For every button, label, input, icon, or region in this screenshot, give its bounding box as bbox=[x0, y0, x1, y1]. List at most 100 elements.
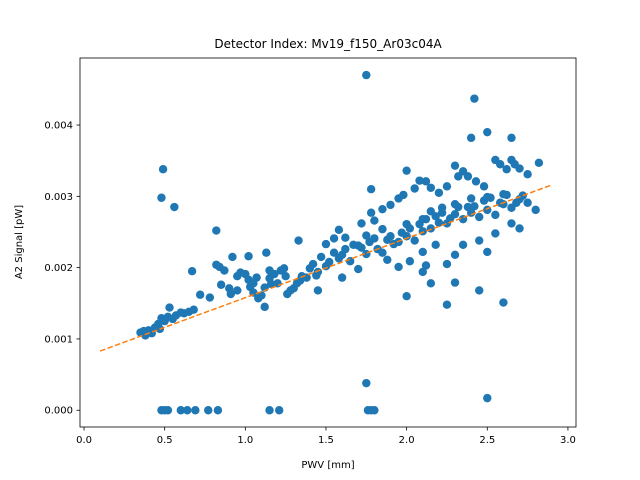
data-point bbox=[499, 199, 508, 209]
data-point bbox=[483, 393, 492, 403]
data-point bbox=[523, 170, 532, 179]
data-point bbox=[370, 406, 379, 415]
data-point bbox=[165, 303, 174, 312]
data-point bbox=[260, 302, 269, 312]
data-point bbox=[266, 279, 276, 289]
chart-title: Detector Index: Mv19_f150_Ar03c04A bbox=[214, 37, 442, 51]
data-point bbox=[421, 261, 431, 270]
data-point bbox=[244, 252, 253, 261]
data-point bbox=[279, 264, 289, 273]
data-point bbox=[362, 378, 371, 388]
data-point bbox=[475, 236, 484, 245]
data-point bbox=[450, 199, 460, 209]
y-tick-label: 0.000 bbox=[44, 406, 73, 417]
data-point bbox=[386, 200, 395, 210]
data-point bbox=[341, 244, 350, 254]
data-point bbox=[483, 192, 492, 202]
data-point bbox=[450, 161, 460, 170]
data-point bbox=[233, 286, 242, 295]
data-point bbox=[534, 158, 544, 168]
data-point bbox=[191, 406, 200, 415]
data-point bbox=[502, 165, 511, 174]
y-tick-label: 0.001 bbox=[44, 334, 73, 345]
data-point bbox=[434, 188, 444, 197]
data-point bbox=[475, 212, 484, 222]
data-point bbox=[163, 406, 173, 415]
data-point bbox=[249, 279, 258, 288]
data-point bbox=[394, 262, 403, 272]
data-point bbox=[418, 214, 427, 224]
data-point bbox=[450, 278, 460, 287]
fit-line-layer bbox=[99, 184, 553, 352]
data-point bbox=[437, 203, 447, 212]
data-point bbox=[518, 191, 527, 200]
data-point bbox=[357, 219, 366, 228]
data-point bbox=[458, 240, 468, 250]
data-point bbox=[523, 198, 532, 207]
data-point bbox=[216, 280, 226, 289]
data-point bbox=[421, 177, 431, 186]
data-point bbox=[257, 291, 266, 300]
data-point bbox=[357, 243, 366, 252]
data-point bbox=[366, 208, 376, 217]
data-point bbox=[228, 252, 237, 262]
data-point bbox=[402, 291, 411, 301]
x-tick-label: 0.0 bbox=[76, 435, 92, 446]
data-point bbox=[426, 207, 436, 216]
data-point bbox=[426, 224, 436, 233]
data-point bbox=[383, 255, 392, 264]
data-point bbox=[329, 234, 339, 243]
data-point bbox=[386, 232, 395, 241]
x-tick-label: 1.5 bbox=[318, 435, 334, 446]
data-point bbox=[157, 193, 166, 202]
data-point bbox=[362, 231, 371, 240]
data-point bbox=[450, 250, 460, 259]
plot-frame bbox=[79, 57, 577, 428]
x-axis: 0.0 0.5 1.0 1.5 2.0 2.5 3.0 bbox=[76, 427, 576, 446]
data-point bbox=[275, 406, 284, 415]
data-point bbox=[426, 279, 436, 288]
data-point bbox=[189, 305, 198, 314]
data-point bbox=[325, 257, 334, 267]
data-point bbox=[195, 290, 205, 299]
data-point bbox=[233, 271, 242, 281]
x-tick-label: 2.0 bbox=[399, 435, 415, 446]
data-point bbox=[515, 224, 524, 233]
data-point bbox=[313, 286, 323, 295]
data-point bbox=[329, 248, 339, 257]
data-point bbox=[426, 183, 436, 192]
data-point bbox=[212, 226, 221, 235]
data-point bbox=[402, 232, 411, 241]
data-point bbox=[378, 224, 387, 234]
fit-line bbox=[99, 184, 553, 352]
data-point bbox=[471, 177, 481, 186]
y-tick-label: 0.003 bbox=[44, 192, 73, 203]
data-point bbox=[495, 160, 505, 169]
data-point bbox=[341, 233, 350, 242]
data-point bbox=[213, 406, 223, 415]
data-point bbox=[370, 234, 379, 243]
data-point bbox=[399, 190, 408, 200]
data-point bbox=[466, 133, 476, 143]
data-point bbox=[378, 204, 387, 214]
x-tick-label: 2.5 bbox=[479, 435, 495, 446]
y-axis: 0.000 0.001 0.002 0.003 0.004 bbox=[44, 121, 80, 417]
data-point bbox=[410, 184, 419, 193]
y-axis-label: A2 Signal [pW] bbox=[14, 205, 25, 279]
data-point bbox=[531, 205, 540, 215]
x-axis-label: PWV [mm] bbox=[301, 460, 354, 471]
data-point bbox=[205, 293, 215, 302]
data-point bbox=[402, 166, 411, 175]
data-point bbox=[265, 406, 274, 415]
data-point bbox=[475, 286, 484, 295]
data-point bbox=[470, 202, 479, 211]
data-point bbox=[470, 94, 479, 103]
data-point bbox=[483, 127, 492, 137]
data-point bbox=[313, 267, 323, 277]
data-point bbox=[405, 257, 415, 266]
y-tick-label: 0.002 bbox=[44, 263, 73, 274]
data-point bbox=[226, 289, 236, 299]
data-point bbox=[434, 218, 444, 227]
data-point bbox=[507, 133, 516, 143]
